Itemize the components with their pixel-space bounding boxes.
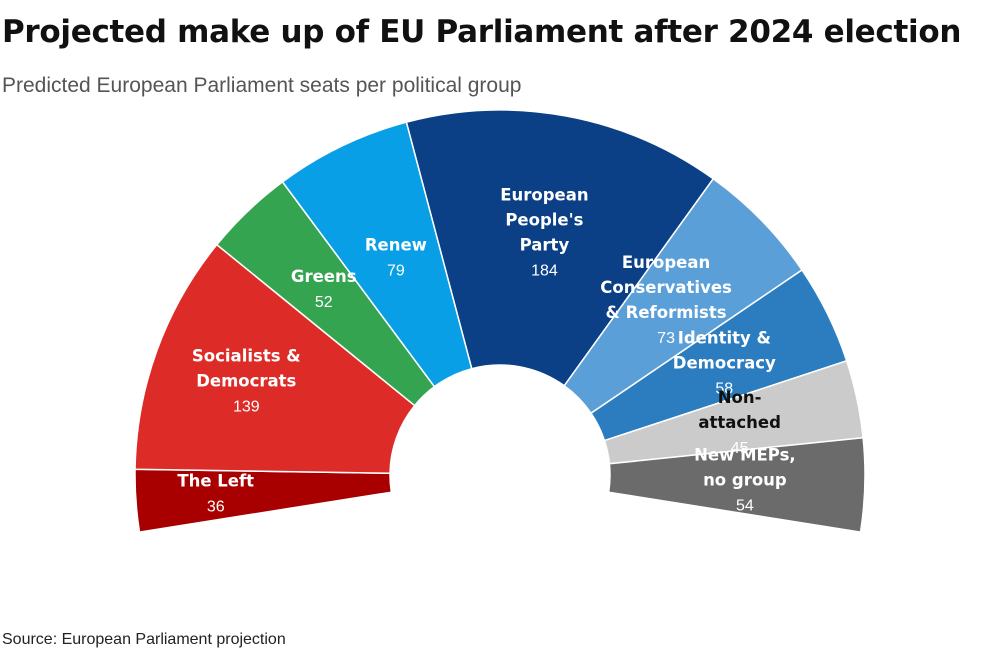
segment-label-the-left: The Left bbox=[177, 472, 254, 491]
chart-segments bbox=[134, 109, 866, 533]
segment-value-european-conservatives-reformists: 73 bbox=[657, 330, 675, 347]
segment-value-non-attached: 45 bbox=[731, 440, 749, 457]
segment-label-identity-democracy: Identity & Democracy bbox=[673, 329, 776, 373]
segment-value-renew: 79 bbox=[387, 262, 405, 279]
segment-value-the-left: 36 bbox=[207, 499, 225, 516]
segment-label-non-attached: Non-attached bbox=[698, 388, 781, 432]
segment-value-new-meps-no-group: 54 bbox=[736, 498, 754, 515]
segment-label-european-people-s-party: European People's Party bbox=[500, 186, 588, 255]
segment-socialists-democrats bbox=[134, 243, 416, 475]
segment-label-socialists-democrats: Socialists & Democrats bbox=[192, 347, 301, 391]
chart-title: Projected make up of EU Parliament after… bbox=[2, 14, 962, 50]
chart-subtitle: Predicted European Parliament seats per … bbox=[2, 74, 522, 97]
segment-the-left bbox=[134, 468, 393, 533]
segment-european-people-s-party bbox=[405, 109, 715, 387]
chart-labels: The Left 36 Socialists & Democrats 139 Greens… bbox=[177, 186, 795, 516]
segment-value-greens: 52 bbox=[315, 294, 333, 311]
segment-value-socialists-democrats: 139 bbox=[233, 399, 260, 416]
segment-value-european-people-s-party: 184 bbox=[531, 263, 558, 280]
chart-source: Source: European Parliament projection bbox=[2, 631, 286, 648]
segment-label-new-meps-no-group: New MEPs, no group bbox=[694, 446, 796, 490]
segment-label-european-conservatives-reformists: European Conservatives & Reformists bbox=[600, 253, 732, 322]
segment-new-meps-no-group bbox=[607, 436, 866, 533]
segment-label-renew: Renew bbox=[365, 235, 427, 254]
segment-value-identity-democracy: 58 bbox=[715, 381, 733, 398]
segment-label-greens: Greens bbox=[291, 267, 357, 286]
